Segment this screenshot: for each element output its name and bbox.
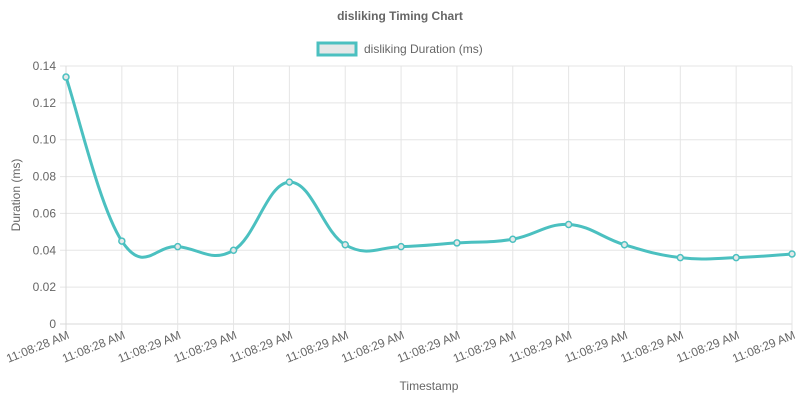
data-point[interactable] bbox=[285, 178, 294, 186]
x-tick-label: 11:08:28 AM bbox=[4, 328, 71, 366]
y-tick-label: 0 bbox=[49, 317, 56, 331]
x-axis-title: Timestamp bbox=[400, 379, 459, 393]
x-tick-label: 11:08:29 AM bbox=[451, 328, 518, 366]
data-point[interactable] bbox=[173, 242, 182, 251]
y-tick-label: 0.02 bbox=[33, 280, 57, 294]
data-point[interactable] bbox=[229, 246, 238, 255]
chart-title: disliking Timing Chart bbox=[337, 9, 463, 23]
data-point[interactable] bbox=[118, 237, 126, 245]
y-tick-label: 0.12 bbox=[33, 96, 57, 110]
x-tick-label: 11:08:29 AM bbox=[619, 328, 686, 366]
grid bbox=[60, 65, 793, 330]
data-point[interactable] bbox=[397, 242, 405, 251]
x-tick-label: 11:08:29 AM bbox=[563, 328, 630, 366]
legend[interactable]: disliking Duration (ms) bbox=[316, 41, 483, 57]
data-point[interactable] bbox=[453, 239, 461, 247]
y-axis-ticks: 0 0.02 0.04 0.06 0.08 0.10 0.12 0.14 bbox=[33, 59, 57, 331]
x-tick-label: 11:08:29 AM bbox=[730, 328, 797, 366]
x-tick-label: 11:08:29 AM bbox=[674, 328, 741, 366]
data-point[interactable] bbox=[732, 253, 740, 262]
series-line bbox=[64, 76, 793, 261]
data-point[interactable] bbox=[564, 220, 573, 229]
data-point[interactable] bbox=[788, 250, 796, 258]
series-group bbox=[62, 73, 796, 262]
data-point[interactable] bbox=[341, 241, 349, 249]
y-tick-label: 0.08 bbox=[33, 170, 57, 184]
data-point[interactable] bbox=[62, 73, 70, 81]
x-tick-label: 11:08:28 AM bbox=[60, 328, 127, 366]
x-tick-label: 11:08:29 AM bbox=[395, 328, 462, 366]
y-axis-title: Duration (ms) bbox=[9, 159, 23, 232]
y-tick-label: 0.10 bbox=[33, 133, 57, 147]
legend-swatch bbox=[316, 41, 358, 57]
y-tick-label: 0.14 bbox=[33, 59, 57, 73]
x-tick-label: 11:08:29 AM bbox=[228, 328, 295, 366]
x-tick-label: 11:08:29 AM bbox=[283, 328, 350, 366]
data-point[interactable] bbox=[676, 253, 685, 262]
y-tick-label: 0.06 bbox=[33, 206, 57, 220]
data-point[interactable] bbox=[509, 235, 517, 243]
x-tick-label: 11:08:29 AM bbox=[116, 328, 183, 366]
x-tick-label: 11:08:29 AM bbox=[507, 328, 574, 366]
x-tick-label: 11:08:29 AM bbox=[172, 328, 239, 366]
data-point[interactable] bbox=[620, 241, 629, 249]
legend-label: disliking Duration (ms) bbox=[364, 42, 483, 56]
x-tick-label: 11:08:29 AM bbox=[339, 328, 406, 366]
y-tick-label: 0.04 bbox=[33, 243, 57, 257]
